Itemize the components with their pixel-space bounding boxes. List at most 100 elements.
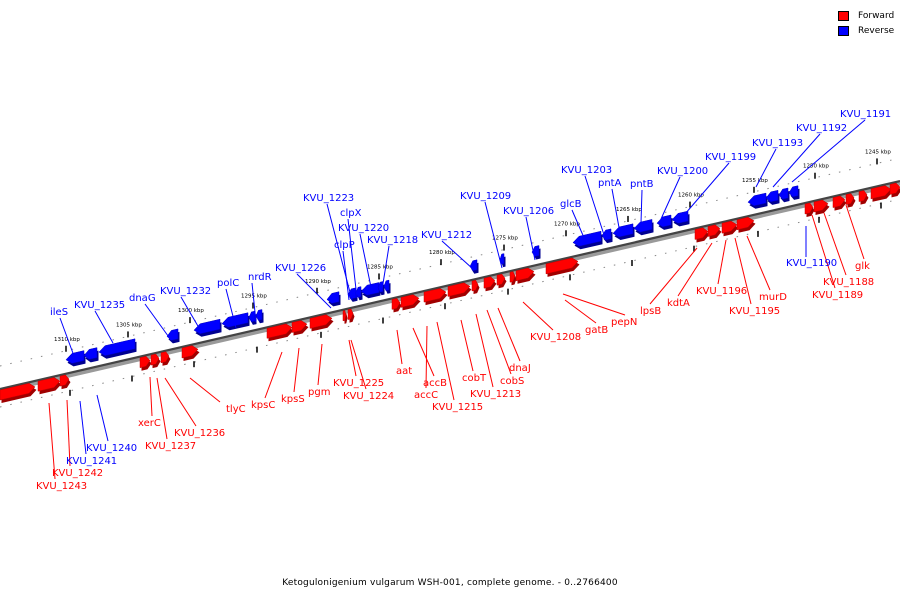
forward-gene-label: accC — [414, 390, 438, 401]
reverse-gene-leader — [660, 176, 681, 220]
reverse-gene-arrow — [788, 185, 799, 198]
genome-caption: Ketogulonigenium vulgarum WSH-001, compl… — [282, 578, 618, 588]
forward-gene-leader — [649, 247, 698, 305]
forward-gene-leader — [677, 242, 713, 297]
forward-gene-arrow — [845, 193, 855, 205]
reverse-gene-arrow — [612, 223, 634, 238]
forward-gene-label: accB — [423, 378, 447, 389]
forward-gene-leader — [823, 212, 847, 276]
forward-gene-arrow — [471, 279, 479, 292]
forward-gene-leader — [149, 376, 153, 417]
reverse-gene-leader — [251, 282, 257, 323]
scale-tick-label: 1255 kbp — [742, 178, 768, 184]
reverse-gene-label: KVU_1235 — [74, 300, 125, 311]
reverse-gene-leader — [59, 317, 75, 357]
reverse-gene-label: ileS — [50, 307, 68, 318]
reverse-gene-label: KVU_1190 — [786, 258, 837, 269]
forward-gene-leader — [746, 235, 771, 291]
reverse-gene-label: nrdR — [248, 272, 272, 283]
reverse-gene-label: KVU_1191 — [840, 109, 891, 120]
reverse-track-guide — [0, 157, 900, 367]
forward-gene-arrow — [347, 308, 354, 320]
reverse-gene-arrow — [778, 187, 789, 200]
reverse-gene-leader — [571, 209, 586, 241]
reverse-gene-label: KVU_1199 — [705, 152, 756, 163]
forward-gene-label: KVU_1213 — [470, 389, 521, 400]
forward-gene-leader — [156, 377, 168, 440]
forward-gene-label: tlyC — [226, 404, 246, 415]
forward-gene-label: KVU_1195 — [729, 306, 780, 317]
reverse-gene-label: clpP — [334, 240, 355, 251]
reverse-gene-leader — [79, 400, 87, 455]
forward-gene-leader — [845, 204, 865, 260]
forward-gene-arrow — [342, 310, 347, 322]
reverse-gene-arrow — [499, 253, 505, 265]
reverse-gene-leader — [525, 216, 536, 261]
reverse-gene-label: KVU_1206 — [503, 206, 554, 217]
forward-gene-arrow — [291, 320, 308, 333]
forward-gene-arrow — [832, 195, 846, 208]
reverse-gene-leader — [326, 203, 353, 301]
reverse-gene-label: clpX — [340, 208, 362, 219]
forward-gene-label: gatB — [585, 325, 608, 336]
reverse-gene-arrow — [98, 338, 136, 356]
reverse-gene-leader — [359, 233, 373, 293]
forward-gene-leader — [189, 377, 221, 403]
reverse-gene-arrow — [656, 214, 672, 228]
forward-gene-label: aat — [396, 366, 412, 377]
legend-label-reverse: Reverse — [858, 25, 895, 36]
reverse-gene-leader — [772, 133, 821, 188]
reverse-gene-label: pntB — [630, 179, 654, 190]
forward-gene-arrow — [160, 351, 170, 364]
reverse-gene-label: KVU_1209 — [460, 191, 511, 202]
forward-gene-label: KVU_1188 — [823, 277, 874, 288]
forward-gene-arrow — [694, 227, 709, 240]
forward-gene-label: kpsS — [281, 394, 305, 405]
forward-gene-arrow — [721, 220, 738, 234]
forward-gene-arrow — [59, 374, 70, 387]
forward-gene-arrow — [391, 298, 401, 310]
forward-gene-arrow — [423, 288, 447, 303]
reverse-gene-leader — [96, 394, 109, 442]
forward-gene-label: kdtA — [667, 298, 690, 309]
reverse-gene-leader — [347, 218, 358, 299]
forward-gene-label: KVU_1189 — [812, 290, 863, 301]
forward-gene-arrow — [804, 202, 814, 215]
reverse-gene-label: KVU_1241 — [66, 456, 117, 467]
forward-gene-arrow — [545, 257, 579, 275]
forward-gene-arrow — [889, 182, 900, 195]
forward-gene-leader — [522, 301, 554, 331]
forward-gene-label: pepN — [611, 317, 637, 328]
forward-gene-leader — [164, 377, 197, 427]
reverse-gene-label: KVU_1212 — [421, 230, 472, 241]
forward-gene-arrow — [707, 224, 721, 237]
reverse-gene-leader — [584, 175, 606, 239]
legend-label-forward: Forward — [858, 10, 895, 21]
forward-gene-arrow — [0, 383, 36, 401]
forward-gene-label: KVU_1236 — [174, 428, 225, 439]
scale-tick-label: 1245 kbp — [865, 149, 891, 155]
reverse-gene-leader — [225, 288, 237, 329]
forward-gene-label: lpsB — [640, 306, 661, 317]
forward-gene-leader — [717, 239, 727, 285]
forward-gene-arrow — [309, 314, 333, 329]
forward-gene-leader — [350, 339, 367, 390]
reverse-gene-label: KVU_1192 — [796, 123, 847, 134]
legend-item-forward: Forward — [838, 8, 894, 23]
reverse-gene-label: KVU_1203 — [561, 165, 612, 176]
forward-gene-leader — [66, 399, 71, 467]
forward-gene-arrow — [515, 267, 535, 282]
reverse-gene-label: KVU_1226 — [275, 263, 326, 274]
forward-gene-label: KVU_1208 — [530, 332, 581, 343]
reverse-gene-arrow — [255, 309, 263, 321]
reverse-gene-leader — [441, 240, 474, 270]
reverse-gene-leader — [755, 148, 777, 188]
reverse-gene-arrow — [765, 189, 779, 203]
forward-gene-arrow — [483, 276, 496, 289]
reverse-gene-leader — [180, 296, 203, 334]
forward-gene-leader — [811, 214, 836, 289]
legend-item-reverse: Reverse — [838, 23, 894, 38]
reverse-gene-label: polC — [217, 278, 239, 289]
